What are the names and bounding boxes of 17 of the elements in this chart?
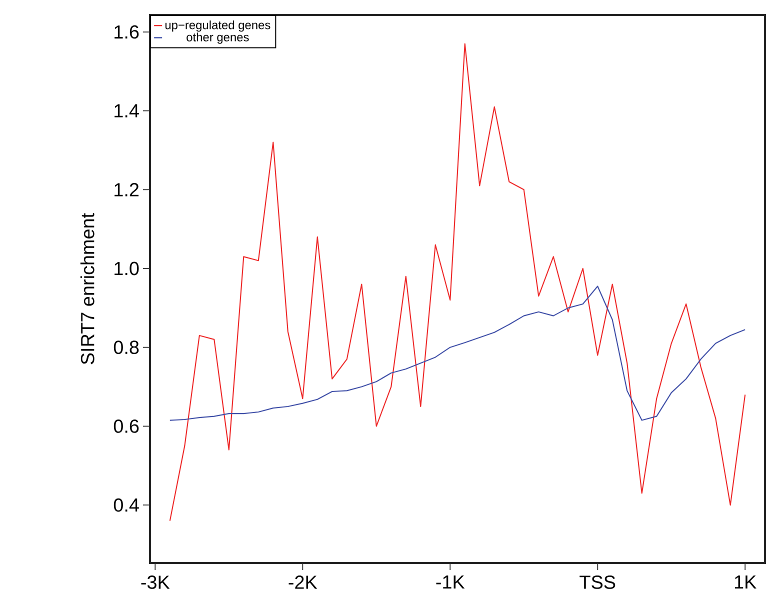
y-tick-label: 1.4 xyxy=(114,104,139,118)
line-series xyxy=(169,286,746,421)
x-tick-label: -1K xyxy=(436,576,465,589)
y-tick-label: 1.0 xyxy=(114,262,139,276)
y-tick-label: 1.2 xyxy=(114,183,139,196)
x-tick-label: 1K xyxy=(734,576,756,589)
legend-label: other genes xyxy=(186,32,249,44)
y-tick-label: 1.6 xyxy=(114,25,139,39)
y-axis-title: SIRT7 enrichment xyxy=(80,213,94,364)
y-tick-label: 0.4 xyxy=(114,498,139,512)
y-tick-label: 0.6 xyxy=(114,419,139,433)
line-series xyxy=(169,43,746,522)
x-tick-label: -3K xyxy=(141,576,170,589)
x-tick-label: TSS xyxy=(580,576,616,589)
x-tick-label: -2K xyxy=(288,576,318,589)
y-tick-label: 0.8 xyxy=(114,340,139,354)
legend-label: up−regulated genes xyxy=(165,20,270,32)
